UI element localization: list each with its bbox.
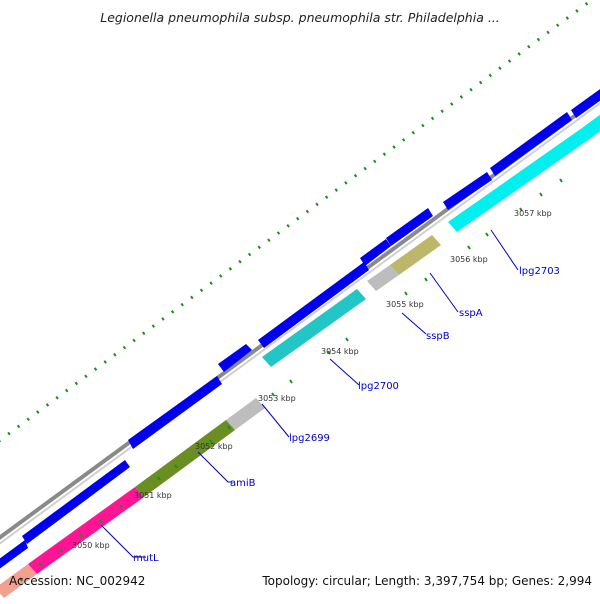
kbp-tick-label: 3053 kbp — [258, 394, 296, 403]
gene-block[interactable] — [128, 376, 222, 449]
kbp-tick-label: 3055 kbp — [386, 300, 424, 309]
gene-block[interactable] — [258, 262, 369, 348]
gene-label-sspA[interactable]: sspA — [459, 308, 483, 319]
gc-skew-track — [0, 0, 595, 443]
gene-label-mutL[interactable]: mutL — [133, 553, 159, 564]
ruler-minor-ticks — [19, 178, 563, 582]
gene-block[interactable] — [22, 460, 130, 544]
kbp-tick-label: 3052 kbp — [195, 442, 233, 451]
gene-block[interactable] — [443, 172, 492, 210]
backbone-line-shadow — [0, 102, 600, 545]
gene-labels: mutL amiB lpg2699 lpg2700 sspB sspA lpg2… — [133, 266, 560, 564]
gene-label-sspB[interactable]: sspB — [426, 331, 450, 342]
gene-label-leaders — [100, 229, 519, 558]
gene-segment-sspA[interactable] — [390, 235, 441, 275]
gene-label-lpg2700[interactable]: lpg2700 — [358, 381, 399, 392]
gene-segment-sspB[interactable] — [367, 265, 399, 291]
gene-segment-lpg2703[interactable] — [448, 128, 591, 232]
gene-block[interactable] — [0, 540, 28, 570]
gene-block[interactable] — [360, 239, 391, 266]
gene-segment-lpg2700[interactable] — [262, 289, 366, 367]
kbp-tick-label: 3054 kbp — [321, 347, 359, 356]
colored-gene-track — [0, 106, 600, 598]
gene-segment[interactable] — [0, 564, 37, 598]
kbp-tick-label: 3057 kbp — [514, 209, 552, 218]
genome-summary-text: Topology: circular; Length: 3,397,754 bp… — [262, 574, 592, 588]
gene-segment-lpg2699[interactable] — [226, 398, 265, 430]
gene-label-lpg2699[interactable]: lpg2699 — [289, 433, 330, 444]
gene-segment[interactable] — [582, 106, 600, 138]
kbp-ruler: 3050 kbp 3051 kbp 3052 kbp 3053 kbp 3054… — [72, 209, 552, 550]
gene-block[interactable] — [386, 208, 433, 246]
gene-label-amiB[interactable]: amiB — [230, 478, 256, 489]
gene-block[interactable] — [490, 112, 572, 176]
kbp-tick-label: 3050 kbp — [72, 541, 110, 550]
gene-block[interactable] — [218, 344, 252, 372]
genome-title: Legionella pneumophila subsp. pneumophil… — [100, 10, 500, 25]
kbp-tick-label: 3051 kbp — [134, 491, 172, 500]
gene-segment-amiB[interactable] — [135, 420, 235, 497]
accession-text: Accession: NC_002942 — [9, 574, 146, 588]
forward-strand-genes — [0, 82, 600, 570]
gene-block[interactable] — [571, 82, 600, 118]
gene-segment-mutL[interactable] — [28, 487, 144, 574]
kbp-tick-label: 3056 kbp — [450, 255, 488, 264]
gene-label-lpg2703[interactable]: lpg2703 — [519, 266, 560, 277]
